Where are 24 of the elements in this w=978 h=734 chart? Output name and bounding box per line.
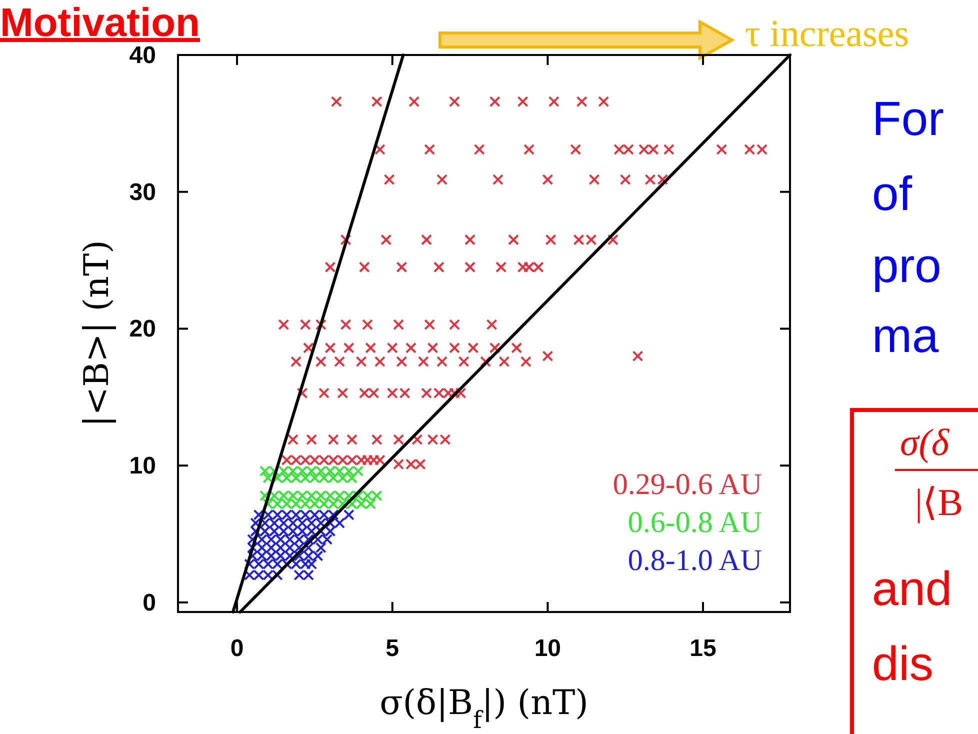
y-tick-label: 0 xyxy=(142,589,156,616)
text: 0.29-0.6 AU xyxy=(612,468,762,501)
annotation: τ increases xyxy=(745,13,910,55)
text: ma xyxy=(872,310,939,363)
text: pro xyxy=(872,240,942,293)
text: 0.6-0.8 AU xyxy=(628,506,762,539)
text: σ(δ xyxy=(900,422,950,464)
text: Motivation xyxy=(0,1,200,45)
text: For xyxy=(872,93,944,146)
y-tick-label: 30 xyxy=(129,178,156,206)
x-tick-label: 0 xyxy=(230,635,244,662)
text: 0.8-1.0 AU xyxy=(628,544,762,577)
x-tick-label: 5 xyxy=(386,635,400,662)
x-axis-title: σ(δ|B$_{f}$|) (nT) xyxy=(380,683,588,734)
y-tick-label: 10 xyxy=(129,452,156,480)
y-axis-title: |<B>| (nT) xyxy=(77,240,117,427)
y-tick-label: 20 xyxy=(129,316,156,343)
x-tick-label: 15 xyxy=(690,635,716,662)
text: dis xyxy=(872,638,934,691)
text: and xyxy=(872,563,952,616)
text: of xyxy=(872,168,913,221)
text: |⟨B xyxy=(915,482,963,524)
y-tick-label: 40 xyxy=(129,42,156,69)
x-tick-label: 10 xyxy=(534,635,562,662)
